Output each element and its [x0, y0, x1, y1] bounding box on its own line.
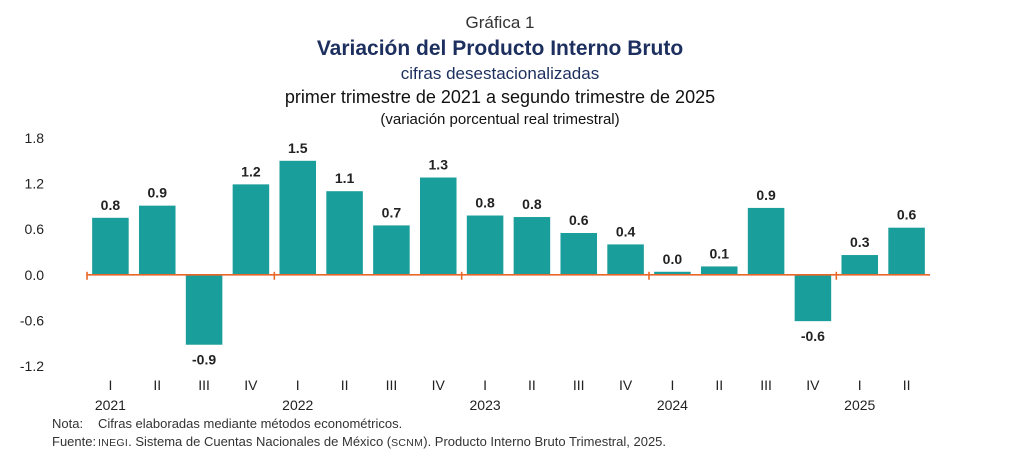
x-year-label: 2024: [657, 397, 688, 413]
bar: [326, 191, 363, 275]
bar: [185, 274, 223, 345]
x-year-label: 2025: [844, 397, 875, 413]
y-tick-label: 0.0: [25, 267, 45, 283]
x-tick-label: II: [153, 377, 161, 393]
y-tick-label: 0.6: [25, 221, 45, 237]
bar: [138, 205, 176, 275]
y-tick-label: -1.2: [20, 358, 44, 374]
x-year-label: 2022: [282, 397, 313, 413]
bar-value-label: 1.1: [335, 170, 355, 186]
chart-number-label: Gráfica 1: [465, 13, 535, 32]
x-tick-label: III: [573, 377, 585, 393]
bar-value-label: 0.9: [756, 187, 776, 203]
x-tick-label: I: [858, 377, 862, 393]
bar-value-label: -0.6: [801, 328, 825, 344]
bar-value-label: 0.6: [569, 212, 589, 228]
bar: [232, 184, 270, 275]
x-tick-label: II: [903, 377, 911, 393]
bar-value-label: 1.3: [429, 157, 449, 173]
bar: [747, 207, 785, 275]
y-tick-label: 1.2: [25, 176, 45, 192]
bar-value-label: 0.1: [710, 245, 730, 261]
chart-period: primer trimestre de 2021 a segundo trime…: [284, 87, 716, 107]
bar: [888, 227, 925, 275]
bar-value-label: 0.4: [616, 223, 636, 239]
x-year-label: 2021: [95, 397, 126, 413]
source-key: Fuente:: [52, 434, 97, 449]
bar-value-label: 0.8: [522, 196, 542, 212]
bar: [92, 217, 129, 275]
bar-value-label: 1.2: [241, 163, 261, 179]
x-tick-label: II: [341, 377, 349, 393]
bar: [279, 160, 317, 275]
bar: [794, 274, 832, 322]
bar-value-label: 0.7: [382, 204, 402, 220]
y-tick-label: 1.8: [25, 130, 45, 146]
bar-value-label: 0.8: [101, 197, 121, 213]
x-tick-label: IV: [619, 377, 633, 393]
note-key: Nota:: [52, 416, 84, 431]
x-year-label: 2023: [470, 397, 501, 413]
source-text-1: . Sistema de Cuentas Nacionales de Méxic…: [128, 434, 392, 449]
note-text: Cifras elaboradas mediante métodos econo…: [98, 416, 403, 431]
bar: [654, 271, 691, 275]
bar-chart: 1.8 1.2 0.6 0.0 -0.6 -1.2 0.8 0.9 -0.9 1.2 1.5 1.1 0…: [20, 130, 930, 413]
source-abbr: SCNM: [391, 437, 424, 449]
bar: [841, 255, 879, 275]
chart-source: Fuente: INEGI. Sistema de Cuentas Naciona…: [52, 434, 666, 449]
x-tick-label: III: [760, 377, 772, 393]
bar: [373, 225, 410, 275]
bar: [419, 177, 457, 275]
x-tick-label: I: [670, 377, 674, 393]
x-tick-label: I: [296, 377, 300, 393]
bar-value-label: 1.5: [288, 140, 308, 156]
x-tick-label: II: [528, 377, 536, 393]
chart-title: Variación del Producto Interno Bruto: [316, 37, 684, 60]
x-tick-label: II: [715, 377, 723, 393]
x-tick-label: IV: [806, 377, 820, 393]
bar: [466, 215, 504, 275]
bar-value-label: -0.9: [192, 352, 216, 368]
x-tick-label: I: [108, 377, 112, 393]
bar-value-label: 0.6: [897, 207, 917, 223]
x-tick-label: III: [386, 377, 398, 393]
x-tick-label: I: [483, 377, 487, 393]
bar: [700, 266, 738, 275]
bar-value-label: 0.0: [663, 251, 683, 267]
chart-subtitle: cifras desestacionalizadas: [400, 64, 600, 83]
x-tick-label: IV: [432, 377, 446, 393]
bar: [607, 244, 644, 275]
chart-unit-label: (variación porcentual real trimestral): [380, 111, 620, 128]
bar: [513, 217, 551, 275]
x-tick-label: IV: [244, 377, 258, 393]
source-org: INEGI: [98, 437, 129, 449]
chart-note: Nota: Cifras elaboradas mediante métodos …: [52, 416, 402, 431]
bar-value-label: 0.8: [475, 195, 495, 211]
bar: [560, 233, 598, 275]
bar-value-label: 0.9: [148, 185, 168, 201]
x-tick-label: III: [198, 377, 210, 393]
bar-value-label: 0.3: [850, 234, 870, 250]
y-tick-label: -0.6: [20, 312, 44, 328]
source-text-2: ). Producto Interno Bruto Trimestral, 20…: [423, 434, 667, 449]
